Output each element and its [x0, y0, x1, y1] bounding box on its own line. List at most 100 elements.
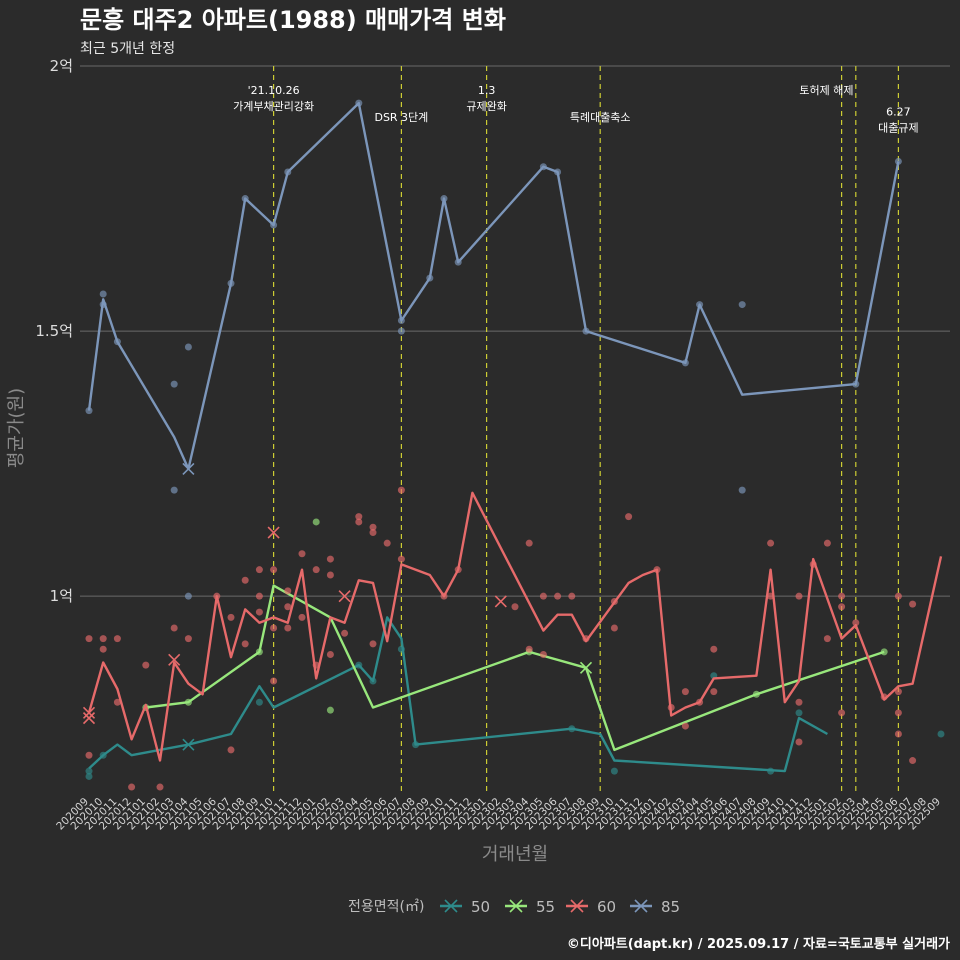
- data-x-mark: [494, 595, 507, 608]
- data-point: [184, 343, 192, 351]
- y-axis-title: 평균가(원): [6, 388, 27, 468]
- data-point: [128, 783, 136, 791]
- data-point: [284, 168, 292, 176]
- legend-label: 60: [597, 898, 616, 916]
- data-point: [568, 725, 576, 733]
- data-point: [184, 698, 192, 706]
- data-point: [270, 221, 278, 229]
- data-point: [326, 571, 334, 579]
- series-60: [82, 486, 943, 791]
- data-point: [610, 624, 618, 632]
- data-point: [795, 709, 803, 717]
- legend-item-60: 60: [566, 898, 616, 916]
- data-point: [894, 157, 902, 165]
- event-label: 1.3: [478, 84, 496, 97]
- data-point: [85, 767, 93, 775]
- data-x-mark: [338, 590, 351, 603]
- data-point: [397, 645, 405, 653]
- data-point: [894, 730, 902, 738]
- chart-subtitle: 최근 5개년 한정: [80, 41, 175, 57]
- data-point: [653, 566, 661, 574]
- data-point: [525, 539, 533, 547]
- data-point: [625, 513, 633, 521]
- data-point: [582, 635, 590, 643]
- data-point: [838, 592, 846, 600]
- event-label: 토허제 해제: [799, 83, 853, 97]
- data-point: [767, 539, 775, 547]
- data-point: [241, 576, 249, 584]
- data-point: [227, 279, 235, 287]
- data-point: [397, 486, 405, 494]
- data-point: [909, 600, 917, 608]
- data-point: [539, 651, 547, 659]
- event-label: 6.27: [886, 106, 911, 119]
- data-point: [255, 592, 263, 600]
- caption: ©디아파트(dapt.kr) / 2025.09.17 / 자료=국토교통부 실…: [567, 936, 950, 952]
- data-point: [170, 380, 178, 388]
- y-tick-label: 1.5억: [35, 322, 73, 340]
- data-point: [99, 645, 107, 653]
- data-point: [355, 99, 363, 107]
- data-point: [838, 603, 846, 611]
- data-point: [326, 555, 334, 563]
- data-point: [880, 693, 888, 701]
- data-point: [880, 648, 888, 656]
- chart-title: 문흥 대주2 아파트(1988) 매매가격 변화: [80, 6, 506, 34]
- data-point: [511, 603, 519, 611]
- gridlines: [80, 65, 950, 597]
- data-point: [894, 592, 902, 600]
- data-point: [355, 513, 363, 521]
- y-axis-tick-labels: 1억 1.5억 2억: [35, 57, 73, 605]
- data-point: [738, 486, 746, 494]
- data-point: [752, 690, 760, 698]
- data-point: [667, 704, 675, 712]
- data-x-mark: [82, 706, 96, 719]
- data-point: [99, 301, 107, 309]
- data-point: [852, 380, 860, 388]
- data-point: [369, 529, 377, 537]
- data-point: [184, 592, 192, 600]
- data-point: [355, 518, 363, 526]
- data-point: [270, 677, 278, 685]
- data-point: [113, 338, 121, 346]
- data-point: [426, 274, 434, 282]
- x-axis-title: 거래년월: [482, 844, 548, 865]
- series-line-85: [87, 101, 900, 471]
- data-point: [85, 772, 93, 780]
- data-point: [852, 619, 860, 627]
- data-point: [113, 635, 121, 643]
- data-point: [326, 651, 334, 659]
- data-point: [227, 746, 235, 754]
- data-point: [412, 741, 420, 749]
- data-point: [383, 539, 391, 547]
- data-point: [610, 767, 618, 775]
- data-point: [270, 624, 278, 632]
- data-point: [610, 597, 618, 605]
- data-x-mark: [182, 738, 195, 751]
- data-x-mark: [267, 526, 280, 539]
- data-x-mark: [82, 712, 96, 725]
- series-55: [142, 518, 888, 752]
- y-tick-label: 2억: [50, 57, 73, 75]
- data-point: [85, 407, 93, 415]
- series-line-55: [145, 584, 885, 752]
- event-label: 가계부채관리강화: [233, 100, 314, 113]
- data-point: [85, 751, 93, 759]
- data-point: [681, 688, 689, 696]
- data-point: [823, 635, 831, 643]
- legend-label: 50: [471, 898, 490, 916]
- data-point: [454, 566, 462, 574]
- data-point: [284, 624, 292, 632]
- data-point: [397, 555, 405, 563]
- data-point: [795, 698, 803, 706]
- data-point: [170, 486, 178, 494]
- data-point: [440, 592, 448, 600]
- data-point: [454, 258, 462, 266]
- data-point: [582, 327, 590, 335]
- data-point: [298, 613, 306, 621]
- data-point: [99, 751, 107, 759]
- data-point: [440, 195, 448, 203]
- data-point: [184, 635, 192, 643]
- data-point: [241, 195, 249, 203]
